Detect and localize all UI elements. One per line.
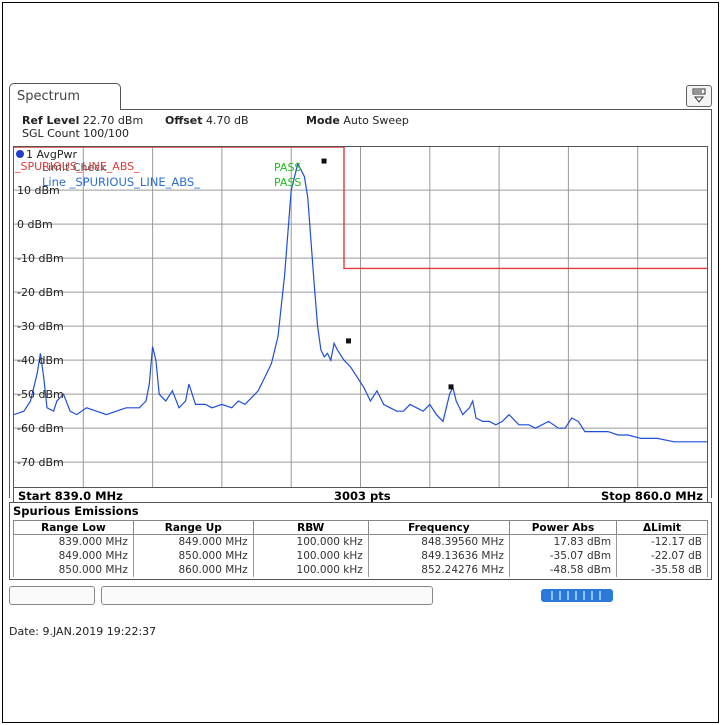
status-field-left[interactable] xyxy=(9,586,95,605)
ref-level: Ref Level 22.70 dBm xyxy=(22,114,144,127)
cell: -22.07 dB xyxy=(616,548,708,563)
start-frequency: Start 839.0 MHz xyxy=(18,489,123,503)
table-row: 850.000 MHz 860.000 MHz 100.000 kHz 852.242… xyxy=(13,562,708,577)
cell: 17.83 dBm xyxy=(508,534,618,549)
cell: -48.58 dBm xyxy=(508,562,618,577)
y-tick-label: 10 dBm xyxy=(17,184,60,197)
y-tick-label: -10 dBm xyxy=(17,252,64,265)
spurious-title: Spurious Emissions xyxy=(13,504,139,518)
cell: 850.000 MHz xyxy=(132,548,254,563)
cell: -35.07 dBm xyxy=(508,548,618,563)
table-row: 849.000 MHz 850.000 MHz 100.000 kHz 849.136… xyxy=(13,548,708,563)
offset: Offset 4.70 dB xyxy=(165,114,249,127)
limit-line-label-red: _SPURIOUS_LINE_ABS_ xyxy=(14,160,140,173)
cell: 849.000 MHz xyxy=(13,548,134,563)
status-bar xyxy=(9,583,712,607)
table-header-row: Range Low Range Up RBW Frequency Power A… xyxy=(13,520,708,535)
stop-frequency: Stop 860.0 MHz xyxy=(600,489,703,503)
limit-line xyxy=(14,147,707,270)
cell: -35.58 dB xyxy=(616,562,708,577)
timestamp: Date: 9.JAN.2019 19:22:37 xyxy=(9,625,157,638)
tab-divider xyxy=(120,109,712,110)
y-tick-label: -70 dBm xyxy=(17,456,64,469)
sgl-count: SGL Count 100/100 xyxy=(22,127,129,140)
y-tick-label: -20 dBm xyxy=(17,286,64,299)
col-rbw: RBW xyxy=(252,520,369,535)
y-tick-label: -60 dBm xyxy=(17,422,64,435)
sweep-points: 3003 pts xyxy=(334,489,391,503)
y-tick-label: 0 dBm xyxy=(17,218,53,231)
dropdown-icon xyxy=(692,88,706,103)
limit-check-label: Limit Check xyxy=(42,161,107,174)
col-range-low: Range Low xyxy=(13,520,134,535)
menu-button[interactable] xyxy=(686,85,712,107)
sweep-mode: Mode Auto Sweep xyxy=(306,114,409,127)
limit-line-label-blue: Line _SPURIOUS_LINE_ABS_ xyxy=(42,175,200,189)
col-delta-limit: ΔLimit xyxy=(616,520,708,535)
cell: 850.000 MHz xyxy=(13,562,134,577)
tab-spectrum[interactable]: Spectrum xyxy=(9,83,121,110)
cell: 100.000 kHz xyxy=(252,548,369,563)
trace-legend: 1 AvgPwr xyxy=(26,148,77,161)
peak-marker xyxy=(448,384,454,390)
table-row: 839.000 MHz 849.000 MHz 100.000 kHz 848.395… xyxy=(13,534,708,549)
cell: 852.24276 MHz xyxy=(367,562,510,577)
spectrum-chart: 10 dBm 0 dBm -10 dBm -20 dBm -30 dBm -40 dBm -… xyxy=(14,147,707,487)
trace-indicator-icon xyxy=(16,150,24,158)
y-tick-label: -50 dBm xyxy=(17,388,64,401)
cell: 100.000 kHz xyxy=(252,534,369,549)
cell: 860.000 MHz xyxy=(132,562,254,577)
cell: 100.000 kHz xyxy=(252,562,369,577)
trace-avgpwr xyxy=(14,162,707,443)
tab-label: Spectrum xyxy=(17,89,80,104)
peak-marker xyxy=(345,338,351,344)
measurement-panel: Ref Level 22.70 dBm Offset 4.70 dB Mode … xyxy=(9,110,712,504)
y-tick-label: -40 dBm xyxy=(17,354,64,367)
limit-result-1: PASS xyxy=(274,161,301,174)
spectrum-analyzer: Spectrum Ref Level 22.70 dBm Offset 4.70… xyxy=(9,83,712,611)
limit-result-2: PASS xyxy=(274,176,301,189)
y-tick-label: -30 dBm xyxy=(17,320,64,333)
spectrum-plot[interactable]: 10 dBm 0 dBm -10 dBm -20 dBm -30 dBm -40 dBm -… xyxy=(13,146,708,488)
status-field-message[interactable] xyxy=(101,586,433,605)
cell: 849.13636 MHz xyxy=(367,548,510,563)
peak-marker xyxy=(321,158,327,164)
cell: -12.17 dB xyxy=(616,534,708,549)
cell: 849.000 MHz xyxy=(132,534,254,549)
sweep-progress-bar xyxy=(541,589,613,602)
cell: 848.39560 MHz xyxy=(367,534,510,549)
spurious-emissions-panel: Spurious Emissions Range Low Range Up RB… xyxy=(9,502,712,580)
cell: 839.000 MHz xyxy=(13,534,134,549)
col-range-up: Range Up xyxy=(132,520,254,535)
spurious-table: Range Low Range Up RBW Frequency Power A… xyxy=(13,520,708,577)
col-frequency: Frequency xyxy=(367,520,510,535)
col-power-abs: Power Abs xyxy=(508,520,618,535)
